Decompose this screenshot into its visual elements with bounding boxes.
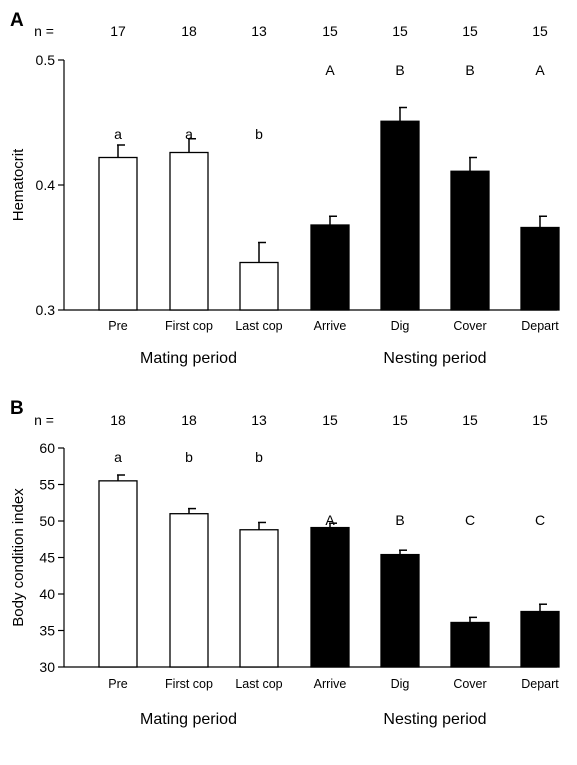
bar-dig xyxy=(380,553,420,668)
y-tick-label: 0.5 xyxy=(36,52,56,68)
n-value: 15 xyxy=(322,23,338,39)
x-tick-label: Depart xyxy=(521,677,559,691)
significance-letter: A xyxy=(535,62,545,78)
n-value: 18 xyxy=(181,412,197,428)
x-tick-label: Dig xyxy=(391,677,410,691)
bar-depart xyxy=(520,226,560,311)
n-label: n = xyxy=(34,412,54,428)
y-axis-label: Body condition index xyxy=(10,488,27,627)
group-label: Mating period xyxy=(140,711,237,728)
bar-cover xyxy=(450,170,490,311)
n-value: 13 xyxy=(251,23,267,39)
x-tick-label: Cover xyxy=(453,677,486,691)
n-value: 15 xyxy=(392,23,408,39)
n-value: 15 xyxy=(532,412,548,428)
bar-last-cop xyxy=(239,261,279,311)
bar-depart xyxy=(520,610,560,668)
y-tick-label: 60 xyxy=(39,440,55,456)
bar-cover xyxy=(450,621,490,668)
bar-dig xyxy=(380,120,420,311)
y-tick-label: 35 xyxy=(39,623,55,639)
y-tick-label: 55 xyxy=(39,477,55,493)
x-tick-label: Last cop xyxy=(235,677,282,691)
significance-letter: B xyxy=(395,512,404,528)
n-value: 15 xyxy=(532,23,548,39)
y-axis-label: Hematocrit xyxy=(10,148,27,221)
significance-letter: a xyxy=(185,126,193,142)
y-tick-label: 40 xyxy=(39,586,55,602)
x-tick-label: Dig xyxy=(391,319,410,333)
x-tick-label: Arrive xyxy=(314,677,347,691)
bar-first-cop xyxy=(169,513,209,668)
significance-letter: b xyxy=(255,126,263,142)
x-tick-label: Pre xyxy=(108,677,128,691)
n-value: 18 xyxy=(181,23,197,39)
bar-pre xyxy=(98,480,138,668)
n-value: 15 xyxy=(322,412,338,428)
x-tick-label: Depart xyxy=(521,319,559,333)
n-value: 15 xyxy=(462,412,478,428)
n-value: 15 xyxy=(392,412,408,428)
x-tick-label: Last cop xyxy=(235,319,282,333)
group-label: Nesting period xyxy=(383,711,486,728)
significance-letter: C xyxy=(535,512,545,528)
x-tick-label: First cop xyxy=(165,319,213,333)
bar-last-cop xyxy=(239,529,279,668)
x-tick-label: Arrive xyxy=(314,319,347,333)
significance-letter: B xyxy=(465,62,474,78)
significance-letter: a xyxy=(114,126,122,142)
bar-first-cop xyxy=(169,151,209,311)
y-tick-label: 50 xyxy=(39,513,55,529)
significance-letter: C xyxy=(465,512,475,528)
x-tick-label: Cover xyxy=(453,319,486,333)
significance-letter: A xyxy=(325,512,335,528)
y-tick-label: 30 xyxy=(39,659,55,675)
bar-pre xyxy=(98,156,138,311)
panel-b: Bn = 30 35 40 45 50 55 60 Body condition index 18… xyxy=(10,398,560,728)
x-tick-label: First cop xyxy=(165,677,213,691)
significance-letter: A xyxy=(325,62,335,78)
panel-letter: A xyxy=(10,10,24,31)
group-label: Mating period xyxy=(140,350,237,367)
y-tick-label: 45 xyxy=(39,550,55,566)
x-tick-label: Pre xyxy=(108,319,128,333)
n-label: n = xyxy=(34,23,54,39)
y-tick-label: 0.4 xyxy=(36,177,56,193)
group-label: Nesting period xyxy=(383,350,486,367)
significance-letter: B xyxy=(395,62,404,78)
significance-letter: b xyxy=(255,449,263,465)
y-tick-label: 0.3 xyxy=(36,302,56,318)
significance-letter: b xyxy=(185,449,193,465)
n-value: 18 xyxy=(110,412,126,428)
panel-letter: B xyxy=(10,398,24,419)
significance-letter: a xyxy=(114,449,122,465)
n-value: 17 xyxy=(110,23,126,39)
bar-arrive xyxy=(310,224,350,311)
n-value: 15 xyxy=(462,23,478,39)
bar-arrive xyxy=(310,526,350,668)
n-value: 13 xyxy=(251,412,267,428)
